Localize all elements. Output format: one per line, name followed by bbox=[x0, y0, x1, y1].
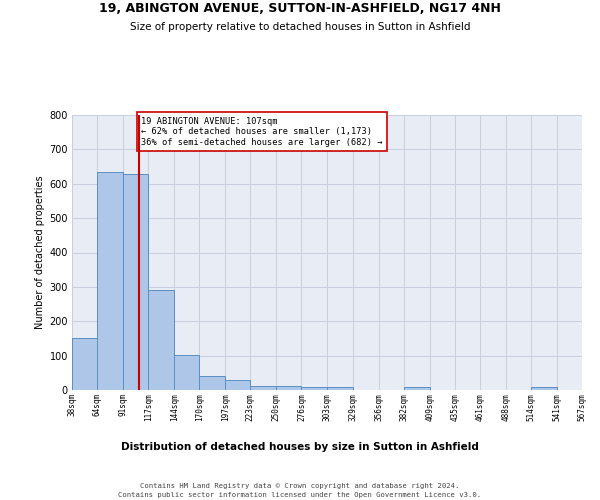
Bar bbox=[225, 380, 250, 390]
Text: Size of property relative to detached houses in Sutton in Ashfield: Size of property relative to detached ho… bbox=[130, 22, 470, 32]
Bar bbox=[148, 290, 174, 390]
Y-axis label: Number of detached properties: Number of detached properties bbox=[35, 176, 45, 330]
Bar bbox=[250, 386, 277, 390]
Text: Contains HM Land Registry data © Crown copyright and database right 2024.
Contai: Contains HM Land Registry data © Crown c… bbox=[118, 483, 482, 498]
Bar bbox=[531, 387, 557, 390]
Bar bbox=[199, 376, 225, 390]
Bar bbox=[328, 386, 353, 390]
Bar bbox=[72, 338, 97, 390]
Text: 19 ABINGTON AVENUE: 107sqm
← 62% of detached houses are smaller (1,173)
36% of s: 19 ABINGTON AVENUE: 107sqm ← 62% of deta… bbox=[142, 116, 383, 146]
Text: 19, ABINGTON AVENUE, SUTTON-IN-ASHFIELD, NG17 4NH: 19, ABINGTON AVENUE, SUTTON-IN-ASHFIELD,… bbox=[99, 2, 501, 16]
Bar bbox=[301, 386, 328, 390]
Bar bbox=[404, 387, 430, 390]
Bar bbox=[123, 174, 148, 390]
Bar bbox=[97, 172, 123, 390]
Bar bbox=[277, 386, 301, 390]
Text: Distribution of detached houses by size in Sutton in Ashfield: Distribution of detached houses by size … bbox=[121, 442, 479, 452]
Bar bbox=[174, 354, 199, 390]
